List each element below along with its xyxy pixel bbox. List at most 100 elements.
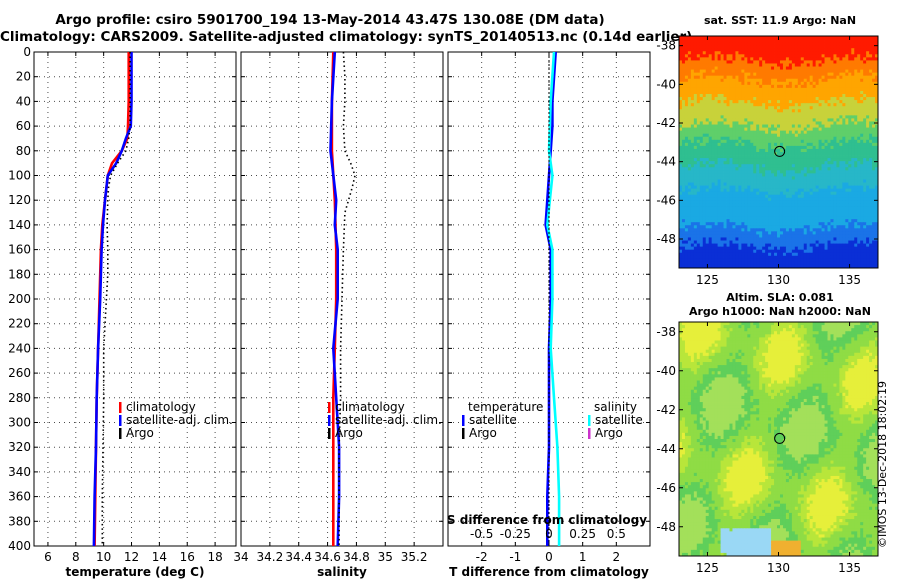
sst-map-cell bbox=[827, 188, 831, 193]
sst-map-cell bbox=[857, 118, 861, 122]
sst-map-cell bbox=[711, 197, 716, 202]
sst-map-cell bbox=[836, 136, 840, 141]
sst-map-cell bbox=[744, 109, 748, 113]
sst-map-cell bbox=[839, 130, 843, 135]
sst-map-cell bbox=[690, 176, 695, 180]
sst-map-cell bbox=[679, 75, 683, 80]
sst-map-cell bbox=[800, 115, 805, 119]
sst-map-cell bbox=[818, 51, 822, 55]
sst-map-cell bbox=[800, 75, 805, 80]
sst-map-cell bbox=[782, 167, 787, 171]
sst-map-cell bbox=[705, 234, 710, 238]
sst-map-cell bbox=[860, 97, 864, 101]
sst-map-cell bbox=[738, 191, 742, 196]
sst-map-cell bbox=[815, 210, 819, 214]
sst-map-cell bbox=[851, 109, 855, 113]
sst-map-cell bbox=[836, 78, 840, 83]
sst-map-cell bbox=[833, 66, 837, 70]
sst-map-cell bbox=[830, 90, 834, 95]
sst-map-cell bbox=[747, 176, 751, 180]
sst-map-cell bbox=[768, 206, 772, 211]
sst-map-cell bbox=[842, 81, 846, 86]
sst-map-cell bbox=[875, 42, 879, 46]
sst-map-cell bbox=[708, 133, 713, 138]
sst-map-cell bbox=[690, 42, 695, 46]
sst-map-cell bbox=[824, 69, 828, 74]
sst-map-cell bbox=[765, 213, 769, 217]
sst-map-cell bbox=[693, 197, 698, 202]
sst-map-cell bbox=[854, 197, 858, 202]
sst-map-cell bbox=[696, 124, 701, 128]
sst-map-cell bbox=[851, 155, 855, 159]
sst-map-cell bbox=[842, 155, 846, 159]
sst-map-cell bbox=[726, 191, 730, 196]
sst-map-cell bbox=[723, 213, 727, 217]
sst-map-cell bbox=[732, 81, 736, 86]
sst-map-cell bbox=[738, 87, 742, 92]
sst-map-cell bbox=[702, 66, 707, 70]
sst-map-cell bbox=[726, 87, 730, 92]
sst-map-cell bbox=[771, 234, 775, 238]
sst-map-cell bbox=[806, 194, 811, 199]
sst-map-cell bbox=[857, 57, 861, 61]
sst-map-cell bbox=[851, 84, 855, 89]
sst-map-cell bbox=[714, 97, 719, 101]
sst-map-cell bbox=[815, 164, 819, 168]
sst-map-cell bbox=[717, 109, 721, 113]
sst-map-cell bbox=[845, 45, 849, 49]
sst-map-cell bbox=[735, 87, 739, 92]
depth-tick-label: 0 bbox=[23, 45, 31, 59]
sst-map-cell bbox=[818, 130, 822, 135]
sst-map-cell bbox=[842, 124, 846, 128]
sst-map-cell bbox=[782, 194, 787, 199]
sst-map-cell bbox=[794, 167, 799, 171]
sst-map-cell bbox=[679, 170, 683, 174]
sst-map-cell bbox=[851, 36, 855, 40]
sst-map-cell bbox=[735, 148, 739, 153]
sst-map-cell bbox=[696, 112, 701, 116]
sst-map-cell bbox=[812, 145, 817, 150]
diff-salinity-legend-label: satellite bbox=[595, 413, 643, 427]
sst-map-cell bbox=[732, 246, 736, 251]
sst-map-cell bbox=[705, 72, 710, 77]
sst-map-cell bbox=[851, 243, 855, 248]
sst-map-cell bbox=[729, 176, 733, 180]
sst-map-cell bbox=[768, 97, 772, 101]
sst-map-cell bbox=[803, 103, 808, 107]
sst-map-cell bbox=[785, 234, 790, 238]
sst-map-cell bbox=[851, 103, 855, 107]
sst-map-cell bbox=[684, 54, 689, 58]
sst-map-cell bbox=[824, 66, 828, 70]
sst-map-cell bbox=[741, 118, 745, 122]
sst-map-cell bbox=[866, 191, 870, 196]
sst-map-cell bbox=[800, 36, 805, 40]
sst-map-cell bbox=[729, 164, 733, 168]
sst-map-cell bbox=[747, 51, 751, 55]
sst-map-cell bbox=[717, 97, 721, 101]
sst-map-cell bbox=[860, 87, 864, 92]
sst-map-cell bbox=[806, 158, 811, 162]
sst-map-cell bbox=[812, 176, 817, 180]
sst-map-cell bbox=[714, 112, 719, 116]
sst-map-cell bbox=[759, 112, 763, 116]
sst-map-cell bbox=[756, 103, 760, 107]
sst-map-cell bbox=[693, 200, 698, 205]
depth-tick-label: 240 bbox=[8, 341, 31, 355]
sst-map-cell bbox=[687, 222, 692, 226]
sst-map-cell bbox=[681, 75, 686, 80]
sst-map-cell bbox=[866, 51, 870, 55]
sst-map-cell bbox=[753, 136, 757, 141]
sst-map-cell bbox=[806, 203, 811, 208]
sst-map-cell bbox=[875, 127, 879, 132]
sst-map-cell bbox=[681, 182, 686, 186]
sst-map-cell bbox=[779, 78, 784, 83]
sst-map-cell bbox=[702, 191, 707, 196]
sst-map-cell bbox=[681, 231, 686, 235]
sst-map-cell bbox=[777, 124, 781, 128]
sst-map-cell bbox=[812, 200, 817, 205]
sst-map-cell bbox=[800, 179, 805, 183]
sst-map-cell bbox=[797, 42, 802, 46]
sst-map-cell bbox=[684, 206, 689, 211]
sst-map-cell bbox=[738, 145, 742, 150]
sst-map-cell bbox=[744, 60, 748, 64]
